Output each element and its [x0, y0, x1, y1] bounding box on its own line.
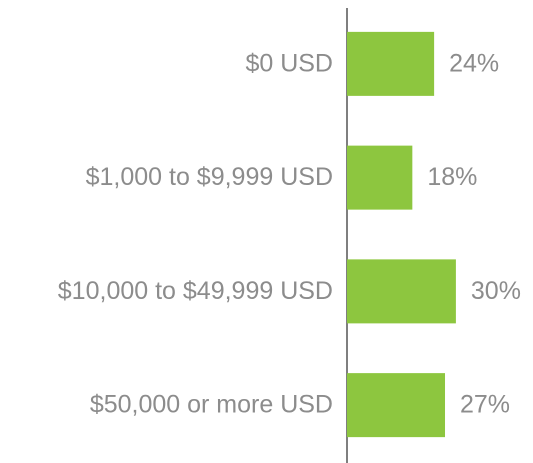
category-label: $1,000 to $9,999 USD [86, 163, 333, 191]
data-label: 18% [427, 163, 477, 191]
category-label: $50,000 or more USD [90, 391, 333, 419]
bar [347, 373, 446, 438]
category-label: $0 USD [245, 49, 333, 77]
bar [347, 31, 435, 96]
data-label: 24% [449, 49, 499, 77]
bar [347, 259, 456, 324]
bar [347, 145, 413, 210]
category-label: $10,000 to $49,999 USD [58, 277, 333, 305]
data-label: 30% [471, 277, 521, 305]
data-label: 27% [460, 391, 510, 419]
